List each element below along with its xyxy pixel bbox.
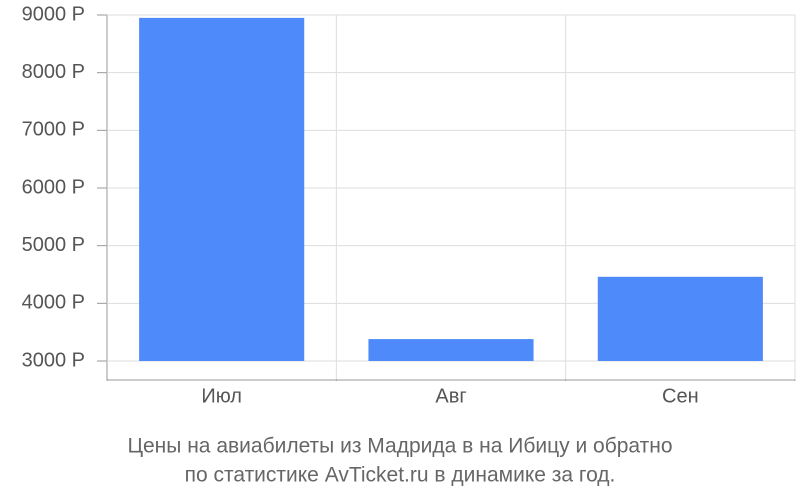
- caption-line: Цены на авиабилеты из Мадрида в на Ибицу…: [127, 435, 672, 458]
- y-tick-label: 4000 Р: [22, 292, 85, 314]
- x-tick-label: Сен: [662, 385, 699, 407]
- bar: [368, 339, 534, 361]
- y-tick-label: 6000 Р: [22, 176, 85, 198]
- bar: [139, 17, 305, 362]
- y-tick-label: 3000 Р: [22, 349, 85, 371]
- y-tick-label: 7000 Р: [22, 119, 85, 141]
- x-tick-label: Авг: [435, 385, 466, 407]
- y-tick-label: 8000 Р: [22, 61, 85, 83]
- y-tick-label: 9000 Р: [22, 3, 85, 25]
- caption-line: по статистике AvTicket.ru в динамике за …: [185, 464, 616, 487]
- bar: [597, 276, 763, 361]
- y-tick-label: 5000 Р: [22, 234, 85, 256]
- x-tick-label: Июл: [201, 385, 242, 407]
